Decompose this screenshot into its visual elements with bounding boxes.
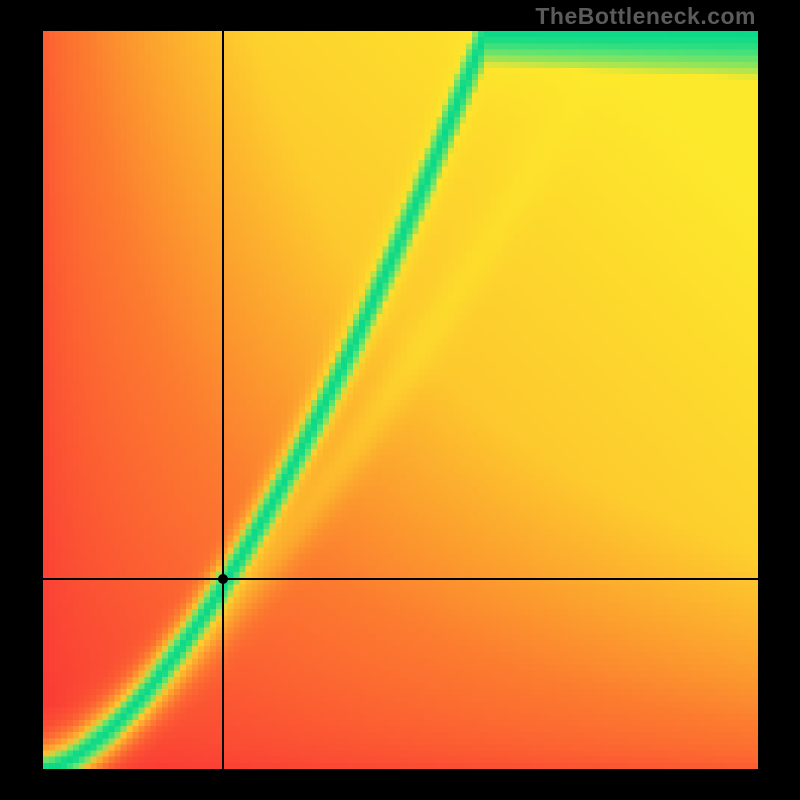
crosshair-horizontal	[43, 578, 758, 580]
crosshair-marker	[218, 574, 228, 584]
watermark-label: TheBottleneck.com	[535, 3, 756, 30]
bottleneck-heatmap	[43, 31, 758, 769]
crosshair-vertical	[222, 31, 224, 769]
